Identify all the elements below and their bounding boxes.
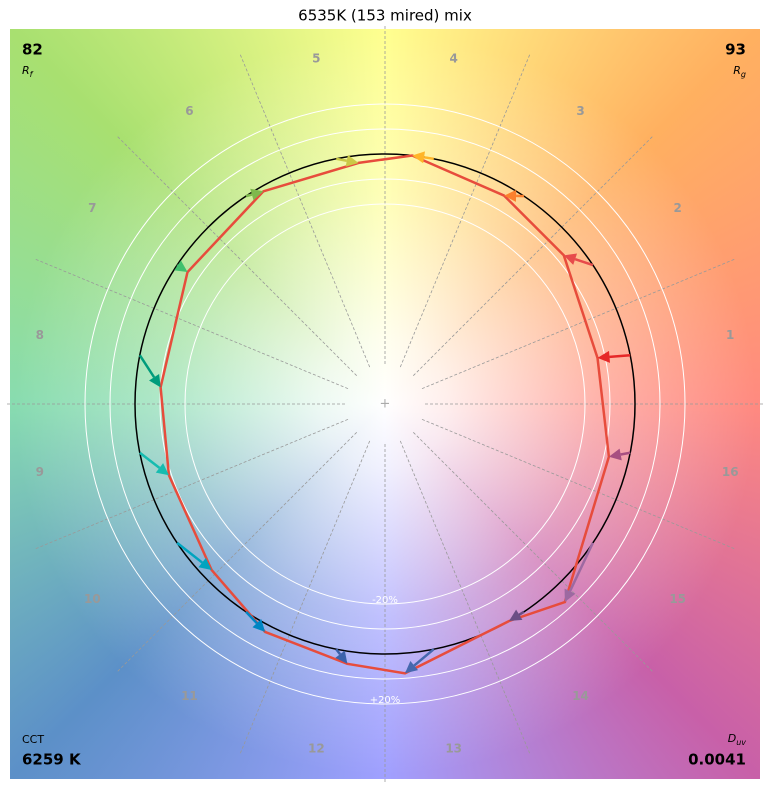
- bin-divider: [239, 52, 371, 368]
- vector-head: [504, 189, 517, 202]
- vector-shaft: [139, 451, 161, 469]
- grid-ring: [159, 178, 611, 630]
- duv-label: Duv: [728, 732, 747, 747]
- bin-label: 11: [181, 689, 198, 703]
- vector-shaft: [620, 451, 631, 456]
- bin-divider: [33, 418, 349, 550]
- bin-divider: [399, 52, 531, 368]
- vector-shaft: [336, 157, 348, 162]
- bin-label: 3: [576, 104, 584, 118]
- bin-divider: [421, 258, 737, 390]
- cct-value: 6259 K: [22, 751, 82, 769]
- grid-ring: [84, 103, 686, 705]
- vector-head: [405, 660, 419, 674]
- bin-label: 16: [722, 465, 739, 479]
- bin-label: 15: [669, 592, 686, 606]
- vector-head: [412, 151, 425, 164]
- vector-shaft: [574, 257, 594, 267]
- vector-head: [250, 188, 264, 201]
- rg-value: 93: [725, 41, 746, 59]
- duv-value: 0.0041: [688, 751, 746, 769]
- bin-label: 14: [572, 689, 589, 703]
- bin-label: 13: [445, 742, 462, 756]
- vector-head: [155, 463, 169, 476]
- bin-divider: [116, 432, 357, 673]
- bin-label: 10: [84, 592, 101, 606]
- vector-shaft: [138, 354, 156, 378]
- rf-value: 82: [22, 41, 43, 59]
- cct-label: CCT: [22, 733, 44, 746]
- center-mark: +: [380, 397, 391, 412]
- bin-divider: [413, 135, 654, 376]
- vector-shaft: [413, 648, 435, 667]
- rf-label: Rf: [22, 64, 34, 79]
- vector-head: [149, 373, 161, 388]
- vector-head: [509, 609, 523, 622]
- bin-divider: [413, 432, 654, 673]
- bin-label: 9: [36, 465, 44, 479]
- vector-shaft: [335, 648, 342, 655]
- vector-shaft: [245, 611, 258, 625]
- bin-divider: [33, 258, 349, 390]
- vector-shaft: [609, 353, 631, 359]
- vector-shaft: [568, 542, 594, 592]
- vector-shaft: [423, 156, 434, 161]
- grid-ring: [109, 128, 661, 680]
- bin-label: 7: [88, 201, 96, 215]
- bin-label: 8: [36, 328, 44, 342]
- vector-head: [345, 154, 359, 167]
- bin-label: 5: [312, 51, 320, 65]
- vector-head: [564, 588, 576, 603]
- bin-divider: [399, 440, 531, 756]
- bin-label: 4: [449, 51, 457, 65]
- reference-circle: [134, 153, 636, 655]
- vector-head: [198, 557, 212, 570]
- vector-head: [597, 350, 610, 363]
- bin-label: 12: [308, 742, 325, 756]
- chart-title: 6535K (153 mired) mix: [298, 7, 472, 25]
- vector-shaft: [245, 193, 253, 198]
- vector-head: [174, 260, 188, 273]
- bin-divider: [239, 440, 371, 756]
- vector-shaft: [518, 610, 525, 616]
- rg-label: Rg: [733, 64, 746, 79]
- bin-label: 1: [726, 328, 734, 342]
- vector-head: [608, 448, 622, 461]
- vector-head: [335, 650, 348, 664]
- bin-label: 2: [673, 201, 681, 215]
- bin-label: 6: [185, 104, 193, 118]
- vector-head: [563, 253, 578, 265]
- vector-head: [252, 619, 266, 632]
- ring-label: -20%: [372, 595, 398, 606]
- vector-shaft: [176, 541, 203, 564]
- bin-divider: [421, 418, 737, 550]
- bin-divider: [116, 135, 357, 376]
- ring-label: +20%: [370, 695, 401, 706]
- grid-ring: [184, 203, 586, 605]
